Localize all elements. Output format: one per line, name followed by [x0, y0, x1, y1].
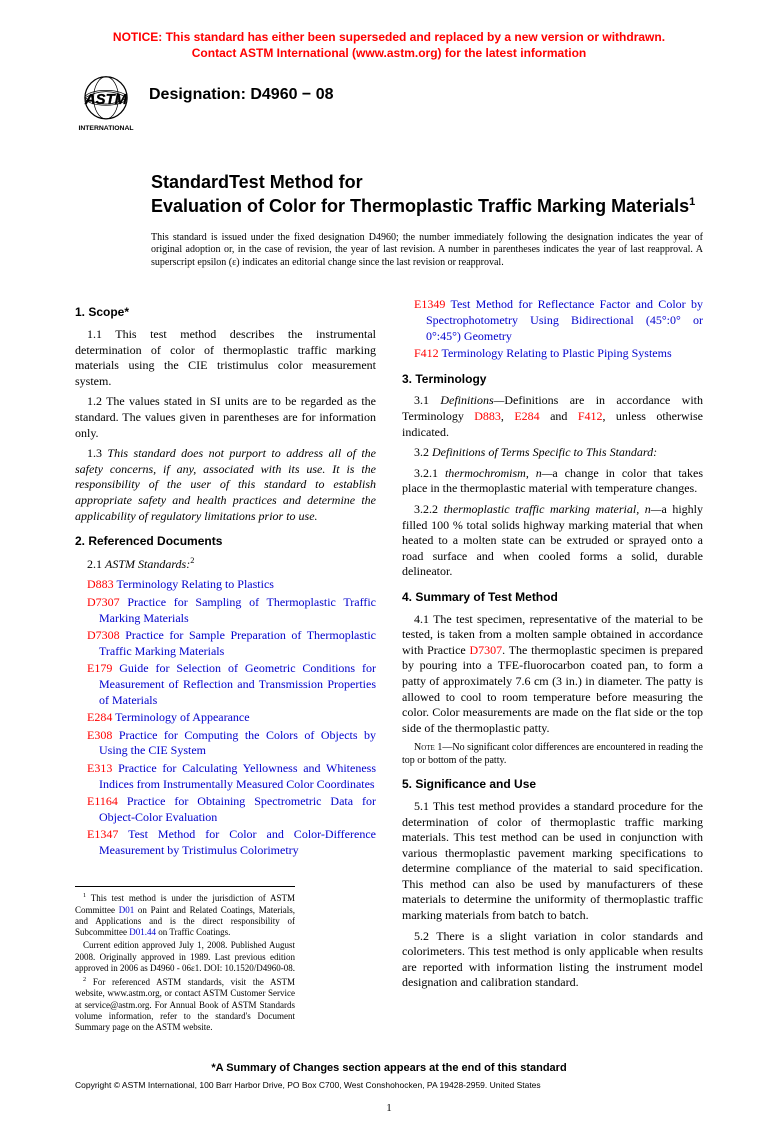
para-2-1: 2.1 ASTM Standards:2 [75, 556, 376, 573]
ref-code[interactable]: E1164 [87, 794, 118, 808]
ref-code[interactable]: E1347 [87, 827, 118, 841]
ref-code[interactable]: E179 [87, 661, 112, 675]
title: StandardTest Method for Evaluation of Co… [151, 171, 703, 218]
ref-text[interactable]: Terminology Relating to Plastics [116, 577, 273, 591]
ref-code[interactable]: F412 [414, 346, 439, 360]
page-number: 1 [75, 1101, 703, 1115]
ref-e1349: E1349 Test Method for Reflectance Factor… [414, 297, 703, 344]
ref-text[interactable]: Practice for Sampling of Thermoplastic T… [99, 595, 376, 625]
ref-e284: E284 Terminology of Appearance [87, 710, 376, 726]
ref-e308: E308 Practice for Computing the Colors o… [87, 728, 376, 759]
ref-d7308: D7308 Practice for Sample Preparation of… [87, 628, 376, 659]
para-3-2-1: 3.2.1 thermochromism, n—a change in colo… [402, 466, 703, 497]
notice-line-1: NOTICE: This standard has either been su… [113, 30, 665, 44]
title-line-1: StandardTest Method for [151, 172, 363, 192]
designation-label: Designation: D4960 − 08 [149, 73, 334, 106]
link-d883[interactable]: D883 [474, 409, 501, 423]
para-5-2: 5.2 There is a slight variation in color… [402, 929, 703, 991]
notice-line-2: Contact ASTM International (www.astm.org… [192, 46, 586, 60]
link-d01[interactable]: D01 [119, 905, 135, 915]
ref-code[interactable]: D883 [87, 577, 114, 591]
ref-text[interactable]: Practice for Obtaining Spectrometric Dat… [99, 794, 376, 824]
significance-heading: 5. Significance and Use [402, 777, 703, 793]
link-d7307[interactable]: D7307 [470, 643, 503, 657]
footnote-2: 2 For referenced ASTM standards, visit t… [75, 976, 295, 1033]
note-1: Note 1—No significant color differences … [402, 742, 703, 767]
ref-text[interactable]: Practice for Sample Preparation of Therm… [99, 628, 376, 658]
title-line-2: Evaluation of Color for Thermoplastic Tr… [151, 196, 689, 216]
para-3-2-2: 3.2.2 thermoplastic traffic marking mate… [402, 502, 703, 580]
ref-text[interactable]: Terminology Relating to Plastic Piping S… [441, 346, 671, 360]
terminology-heading: 3. Terminology [402, 372, 703, 388]
para-5-1: 5.1 This test method provides a standard… [402, 799, 703, 924]
page: NOTICE: This standard has either been su… [0, 0, 778, 1135]
ref-code[interactable]: D7308 [87, 628, 120, 642]
ref-e313: E313 Practice for Calculating Yellowness… [87, 761, 376, 792]
link-d0144[interactable]: D01.44 [129, 927, 156, 937]
para-1-2: 1.2 The values stated in SI units are to… [75, 394, 376, 441]
title-block: StandardTest Method for Evaluation of Co… [151, 171, 703, 269]
scope-heading: 1. Scope* [75, 305, 376, 321]
svg-text:INTERNATIONAL: INTERNATIONAL [78, 125, 133, 132]
astm-logo: ASTM ASTM INTERNATIONAL [75, 73, 137, 135]
ref-text[interactable]: Test Method for Color and Color-Differen… [99, 827, 376, 857]
footnote-1: 1 This test method is under the jurisdic… [75, 892, 295, 938]
ref-code[interactable]: E1349 [414, 297, 445, 311]
ref-d7307: D7307 Practice for Sampling of Thermopla… [87, 595, 376, 626]
right-column: E1349 Test Method for Reflectance Factor… [402, 295, 703, 1035]
ref-text[interactable]: Guide for Selection of Geometric Conditi… [99, 661, 376, 706]
notice-banner: NOTICE: This standard has either been su… [75, 30, 703, 61]
designation-row: ASTM ASTM INTERNATIONAL Designation: D49… [75, 73, 703, 135]
columns: 1. Scope* 1.1 This test method describes… [75, 295, 703, 1035]
ref-d883: D883 Terminology Relating to Plastics [87, 577, 376, 593]
para-3-1: 3.1 Definitions—Definitions are in accor… [402, 393, 703, 440]
ref-text[interactable]: Terminology of Appearance [115, 710, 249, 724]
para-3-2: 3.2 Definitions of Terms Specific to Thi… [402, 445, 703, 461]
issued-text: This standard is issued under the fixed … [151, 232, 703, 270]
ref-code[interactable]: E313 [87, 761, 112, 775]
ref-text[interactable]: Test Method for Reflectance Factor and C… [426, 297, 703, 342]
link-f412[interactable]: F412 [578, 409, 603, 423]
para-1-3: 1.3 1.3 This standard does not purport t… [75, 446, 376, 524]
footnotes: 1 This test method is under the jurisdic… [75, 886, 295, 1033]
ref-e179: E179 Guide for Selection of Geometric Co… [87, 661, 376, 708]
footnote-1b: Current edition approved July 1, 2008. P… [75, 940, 295, 974]
link-e284[interactable]: E284 [514, 409, 539, 423]
left-column: 1. Scope* 1.1 This test method describes… [75, 295, 376, 1035]
ref-code[interactable]: E284 [87, 710, 112, 724]
title-sup: 1 [689, 196, 695, 208]
ref-code[interactable]: E308 [87, 728, 112, 742]
ref-e1347: E1347 Test Method for Color and Color-Di… [87, 827, 376, 858]
svg-text:ASTM: ASTM [84, 92, 128, 108]
ref-e1164: E1164 Practice for Obtaining Spectrometr… [87, 794, 376, 825]
ref-f412: F412 Terminology Relating to Plastic Pip… [414, 346, 703, 362]
astm-logo-icon: ASTM ASTM INTERNATIONAL [75, 73, 137, 135]
refdocs-heading: 2. Referenced Documents [75, 534, 376, 550]
ref-code[interactable]: D7307 [87, 595, 120, 609]
para-4-1: 4.1 The test specimen, representative of… [402, 612, 703, 737]
ref-text[interactable]: Practice for Computing the Colors of Obj… [99, 728, 376, 758]
summary-of-changes: *A Summary of Changes section appears at… [75, 1061, 703, 1075]
copyright: Copyright © ASTM International, 100 Barr… [75, 1080, 703, 1091]
summary-heading: 4. Summary of Test Method [402, 590, 703, 606]
ref-text[interactable]: Practice for Calculating Yellowness and … [99, 761, 376, 791]
para-1-1: 1.1 This test method describes the instr… [75, 327, 376, 389]
